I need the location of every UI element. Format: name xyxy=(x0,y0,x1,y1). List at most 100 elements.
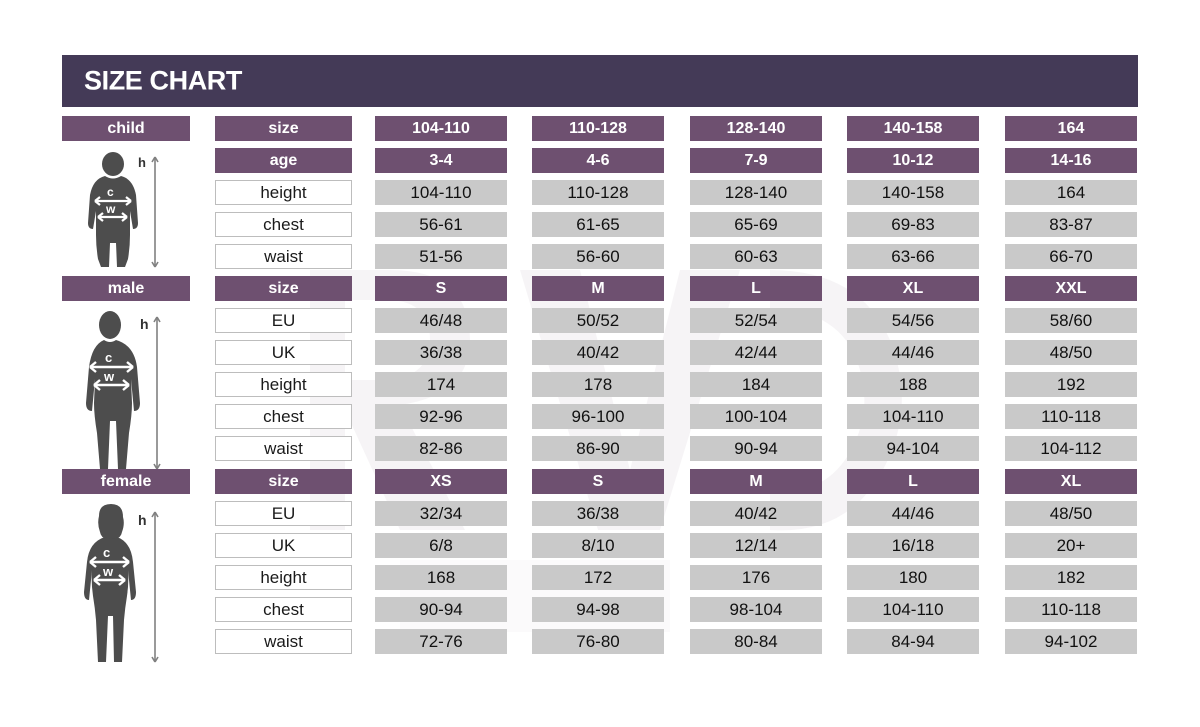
cell-female-chest-4: 110-118 xyxy=(1005,597,1137,622)
cell-female-size-2: M xyxy=(690,469,822,494)
cell-male-waist-1: 86-90 xyxy=(532,436,664,461)
cell-female-waist-0: 72-76 xyxy=(375,629,507,654)
cell-child-size-0: 104-110 xyxy=(375,116,507,141)
cell-male-UK-3: 44/46 xyxy=(847,340,979,365)
row-label-child-chest: chest xyxy=(215,212,352,237)
cell-child-size-3: 140-158 xyxy=(847,116,979,141)
cell-female-waist-2: 80-84 xyxy=(690,629,822,654)
svg-text:c: c xyxy=(105,350,112,365)
row-label-male-size: size xyxy=(215,276,352,301)
cell-male-chest-0: 92-96 xyxy=(375,404,507,429)
cell-child-waist-4: 66-70 xyxy=(1005,244,1137,269)
cell-child-chest-0: 56-61 xyxy=(375,212,507,237)
cell-child-size-1: 110-128 xyxy=(532,116,664,141)
category-label-male: male xyxy=(62,276,190,301)
cell-child-size-2: 128-140 xyxy=(690,116,822,141)
category-label-female: female xyxy=(62,469,190,494)
row-label-child-size: size xyxy=(215,116,352,141)
svg-text:h: h xyxy=(138,512,147,528)
cell-male-height-4: 192 xyxy=(1005,372,1137,397)
cell-child-waist-2: 60-63 xyxy=(690,244,822,269)
cell-child-chest-4: 83-87 xyxy=(1005,212,1137,237)
cell-male-waist-0: 82-86 xyxy=(375,436,507,461)
cell-child-height-4: 164 xyxy=(1005,180,1137,205)
row-label-female-size: size xyxy=(215,469,352,494)
cell-male-size-0: S xyxy=(375,276,507,301)
cell-female-EU-0: 32/34 xyxy=(375,501,507,526)
cell-female-chest-1: 94-98 xyxy=(532,597,664,622)
cell-child-chest-3: 69-83 xyxy=(847,212,979,237)
category-label-child: child xyxy=(62,116,190,141)
cell-male-UK-4: 48/50 xyxy=(1005,340,1137,365)
cell-child-waist-1: 56-60 xyxy=(532,244,664,269)
row-label-female-waist: waist xyxy=(215,629,352,654)
cell-male-EU-4: 58/60 xyxy=(1005,308,1137,333)
row-label-female-height: height xyxy=(215,565,352,590)
row-label-child-height: height xyxy=(215,180,352,205)
cell-child-age-1: 4-6 xyxy=(532,148,664,173)
cell-female-height-4: 182 xyxy=(1005,565,1137,590)
male-silhouette-icon: c w h xyxy=(62,311,190,471)
cell-female-height-2: 176 xyxy=(690,565,822,590)
cell-child-age-3: 10-12 xyxy=(847,148,979,173)
svg-text:w: w xyxy=(105,202,116,216)
row-label-female-UK: UK xyxy=(215,533,352,558)
page-title: SIZE CHART xyxy=(84,65,243,96)
chart-title-bar: SIZE CHART xyxy=(62,55,1138,107)
cell-female-EU-3: 44/46 xyxy=(847,501,979,526)
cell-male-UK-2: 42/44 xyxy=(690,340,822,365)
cell-female-UK-0: 6/8 xyxy=(375,533,507,558)
cell-male-height-1: 178 xyxy=(532,372,664,397)
cell-child-height-0: 104-110 xyxy=(375,180,507,205)
cell-child-height-1: 110-128 xyxy=(532,180,664,205)
cell-female-waist-1: 76-80 xyxy=(532,629,664,654)
cell-female-height-1: 172 xyxy=(532,565,664,590)
cell-female-size-1: S xyxy=(532,469,664,494)
row-label-male-chest: chest xyxy=(215,404,352,429)
cell-male-waist-4: 104-112 xyxy=(1005,436,1137,461)
row-label-male-waist: waist xyxy=(215,436,352,461)
svg-text:h: h xyxy=(140,316,149,332)
cell-male-chest-4: 110-118 xyxy=(1005,404,1137,429)
row-label-female-EU: EU xyxy=(215,501,352,526)
cell-male-UK-1: 40/42 xyxy=(532,340,664,365)
cell-child-age-0: 3-4 xyxy=(375,148,507,173)
row-label-female-chest: chest xyxy=(215,597,352,622)
cell-male-size-4: XXL xyxy=(1005,276,1137,301)
cell-male-size-3: XL xyxy=(847,276,979,301)
row-label-child-age: age xyxy=(215,148,352,173)
cell-child-chest-2: 65-69 xyxy=(690,212,822,237)
row-label-child-waist: waist xyxy=(215,244,352,269)
cell-female-height-3: 180 xyxy=(847,565,979,590)
cell-male-size-1: M xyxy=(532,276,664,301)
female-silhouette-icon: c w h xyxy=(62,504,190,664)
cell-child-age-4: 14-16 xyxy=(1005,148,1137,173)
row-label-male-EU: EU xyxy=(215,308,352,333)
cell-male-height-3: 188 xyxy=(847,372,979,397)
cell-male-height-0: 174 xyxy=(375,372,507,397)
cell-male-UK-0: 36/38 xyxy=(375,340,507,365)
cell-female-waist-3: 84-94 xyxy=(847,629,979,654)
cell-female-size-4: XL xyxy=(1005,469,1137,494)
cell-male-waist-2: 90-94 xyxy=(690,436,822,461)
cell-male-waist-3: 94-104 xyxy=(847,436,979,461)
cell-female-chest-2: 98-104 xyxy=(690,597,822,622)
cell-female-EU-1: 36/38 xyxy=(532,501,664,526)
cell-child-chest-1: 61-65 xyxy=(532,212,664,237)
cell-male-EU-3: 54/56 xyxy=(847,308,979,333)
cell-male-chest-3: 104-110 xyxy=(847,404,979,429)
cell-male-chest-2: 100-104 xyxy=(690,404,822,429)
cell-child-height-3: 140-158 xyxy=(847,180,979,205)
cell-male-EU-0: 46/48 xyxy=(375,308,507,333)
cell-male-size-2: L xyxy=(690,276,822,301)
child-silhouette-icon: c w h xyxy=(62,151,190,269)
row-label-male-UK: UK xyxy=(215,340,352,365)
cell-female-chest-0: 90-94 xyxy=(375,597,507,622)
cell-female-EU-2: 40/42 xyxy=(690,501,822,526)
cell-female-UK-3: 16/18 xyxy=(847,533,979,558)
cell-male-height-2: 184 xyxy=(690,372,822,397)
row-label-male-height: height xyxy=(215,372,352,397)
cell-female-chest-3: 104-110 xyxy=(847,597,979,622)
cell-female-size-3: L xyxy=(847,469,979,494)
